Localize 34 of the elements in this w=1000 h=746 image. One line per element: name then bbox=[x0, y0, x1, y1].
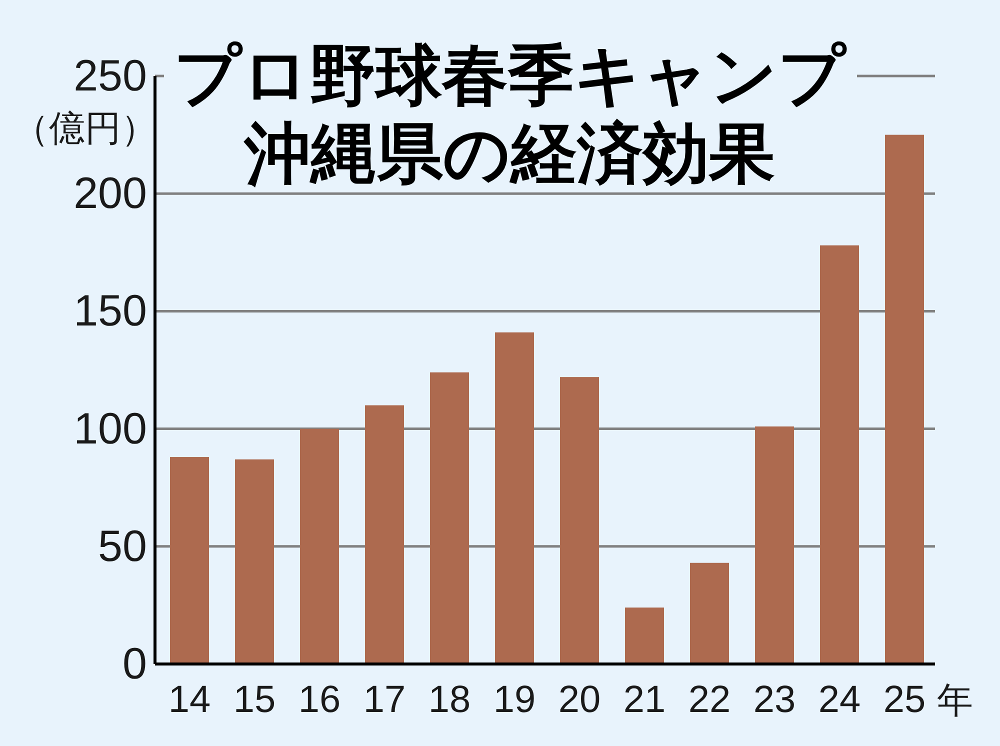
bar bbox=[300, 428, 339, 664]
bar bbox=[625, 608, 664, 664]
x-tick-label: 22 bbox=[688, 679, 731, 721]
bar bbox=[690, 562, 729, 664]
x-tick-label: 24 bbox=[818, 679, 861, 721]
bar bbox=[495, 332, 534, 664]
bar bbox=[755, 426, 794, 664]
x-tick-label: 17 bbox=[363, 679, 406, 721]
x-tick-label: 15 bbox=[233, 679, 276, 721]
bar bbox=[820, 245, 859, 664]
chart-title: プロ野球春季キャンプ bbox=[174, 38, 847, 112]
bar bbox=[170, 457, 209, 664]
bar bbox=[430, 372, 469, 664]
x-tick-label: 16 bbox=[298, 679, 341, 721]
x-tick-label: 23 bbox=[753, 679, 796, 721]
y-tick-label: 150 bbox=[74, 286, 147, 336]
bar bbox=[235, 459, 274, 664]
y-tick-label: 200 bbox=[74, 169, 147, 218]
y-tick-label: 250 bbox=[74, 52, 147, 100]
x-tick-label: 20 bbox=[558, 679, 601, 721]
x-tick-label: 19 bbox=[493, 679, 536, 721]
y-tick-label: 100 bbox=[74, 404, 147, 454]
x-axis-title: 年 bbox=[937, 680, 973, 720]
x-tick-label: 21 bbox=[623, 679, 666, 721]
bar bbox=[560, 377, 599, 664]
x-tick-label: 14 bbox=[168, 679, 211, 721]
bar bbox=[885, 134, 924, 664]
y-axis-title: （億円） bbox=[13, 108, 157, 148]
bar bbox=[365, 405, 404, 664]
text: 沖縄県の経済効果 bbox=[243, 116, 775, 190]
y-tick-label: 0 bbox=[122, 640, 147, 688]
x-tick-label: 18 bbox=[428, 679, 471, 721]
y-tick-label: 50 bbox=[98, 522, 147, 571]
x-tick-label: 25 bbox=[883, 679, 926, 721]
